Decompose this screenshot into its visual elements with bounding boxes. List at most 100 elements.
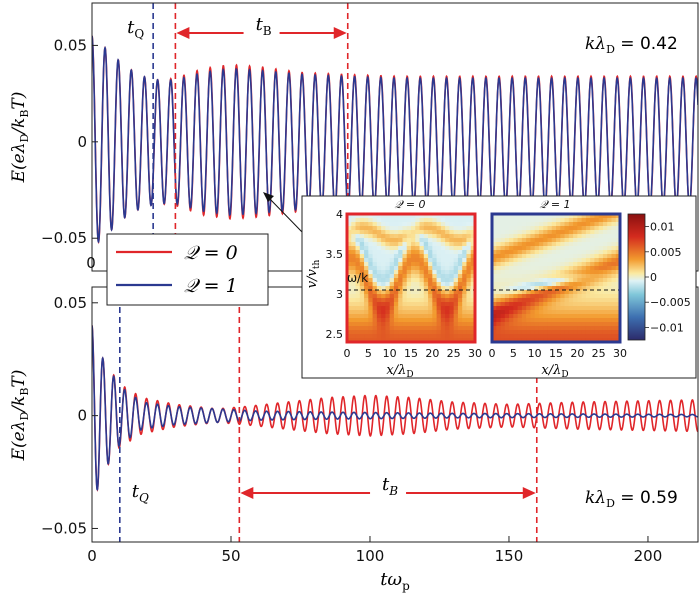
inset-left-cell [364, 334, 369, 339]
inset-left-cell [445, 298, 450, 303]
inset-right-cell [500, 270, 506, 275]
inset-right-cell [560, 266, 566, 271]
inset-left-cell [445, 238, 450, 243]
inset-left-cell [351, 338, 357, 343]
inset-right-cell [547, 274, 553, 279]
inset-right-cell [521, 322, 527, 327]
inset-right-cell [530, 338, 536, 343]
inset-left-cell [411, 222, 416, 227]
inset-left-cell [415, 226, 421, 231]
inset-left-cell [364, 246, 369, 251]
inset-left-cell [436, 282, 442, 287]
inset-right-cell [564, 322, 570, 327]
inset-left-cell [428, 338, 433, 343]
inset-left-cell [470, 306, 476, 311]
inset-left-cell [406, 314, 412, 319]
inset-left-cell [432, 298, 438, 303]
inset-left-cell [436, 218, 442, 223]
inset-right-cell [602, 234, 608, 239]
inset-right-cell [577, 226, 583, 231]
inset-right-cell [602, 222, 608, 227]
inset-right-cell [594, 318, 600, 323]
inset-left-cell [419, 234, 425, 239]
inset-left-x-axis-label: x/λD [386, 363, 413, 380]
inset-right-cell [517, 294, 523, 299]
inset-left-cell [453, 282, 459, 287]
inset-right-cell [496, 238, 502, 243]
inset-right-cell [496, 278, 502, 283]
inset-right-cell [611, 254, 617, 259]
inset-right-cell [573, 242, 578, 247]
inset-right-cell [526, 242, 531, 247]
inset-right-cell [513, 290, 519, 295]
inset-left-cell [385, 246, 391, 251]
inset-left-cell [351, 322, 357, 327]
inset-right-cell [602, 274, 608, 279]
inset-right-cell [504, 230, 510, 235]
inset-left-cell [440, 242, 446, 247]
inset-right-cell [500, 274, 506, 279]
inset-left-cell [415, 266, 421, 271]
inset-left-cell [453, 262, 459, 267]
inset-left-cell [419, 274, 425, 279]
inset-left-cell [453, 218, 459, 223]
inset-left-cell [351, 318, 357, 323]
inset-left-cell [364, 226, 369, 231]
inset-right-cell [560, 298, 566, 303]
inset-right-cell [543, 226, 549, 231]
inset-right-cell [492, 286, 497, 291]
inset-left-cell [359, 270, 365, 275]
inset-right-cell [577, 322, 583, 327]
inset-left-cell [385, 310, 391, 315]
inset-right-cell [492, 258, 497, 263]
inset-right-cell [602, 218, 608, 223]
inset-right-cell [615, 318, 621, 323]
inset-right-cell [517, 306, 523, 311]
inset-left-cell [436, 298, 442, 303]
inset-left-cell [368, 274, 374, 279]
inset-left-cell [393, 278, 399, 283]
inset-left-cell [351, 214, 357, 219]
inset-right-cell [534, 238, 540, 243]
inset-left-cell [436, 310, 442, 315]
inset-right-cell [521, 298, 527, 303]
inset-right-cell [568, 258, 574, 263]
inset-left-cell [372, 270, 378, 275]
inset-left-cell [419, 326, 425, 331]
inset-right-cell [602, 338, 608, 343]
inset-right-cell [568, 270, 574, 275]
inset-right-cell [581, 250, 587, 255]
inset-right-cell [551, 310, 557, 315]
inset-left-cell [449, 294, 455, 299]
inset-right-cell [573, 258, 578, 263]
inset-right-cell [577, 286, 583, 291]
inset-left-cell [406, 270, 412, 275]
inset-left-cell [436, 250, 442, 255]
inset-left-cell [432, 242, 438, 247]
inset-left-cell [372, 222, 378, 227]
inset-left-cell [385, 286, 391, 291]
inset-left-cell [351, 330, 357, 335]
inset-right-cell [492, 234, 497, 239]
inset-left-cell [368, 246, 374, 251]
inset-left-cell [372, 302, 378, 307]
inset-right-cell [585, 226, 591, 231]
inset-left-cell [457, 242, 463, 247]
inset-right-cell [521, 258, 527, 263]
inset-left-cell [368, 282, 374, 287]
inset-right-cell [526, 246, 531, 251]
inset-left-cell [445, 262, 450, 267]
inset-right-cell [602, 262, 608, 267]
inset-left-cell [372, 322, 378, 327]
inset-left-cell [449, 218, 455, 223]
inset-left-cell [470, 266, 476, 271]
inset-right-cell [590, 294, 595, 299]
inset-left-cell [462, 290, 468, 295]
inset-left-cell [419, 222, 425, 227]
inset-left-cell [411, 230, 416, 235]
bottom-k-annotation: kλD = 0.59 [585, 488, 678, 510]
inset-right-cell [521, 234, 527, 239]
inset-left-cell [381, 322, 386, 327]
inset-right-cell [577, 230, 583, 235]
inset-right-cell [530, 326, 536, 331]
